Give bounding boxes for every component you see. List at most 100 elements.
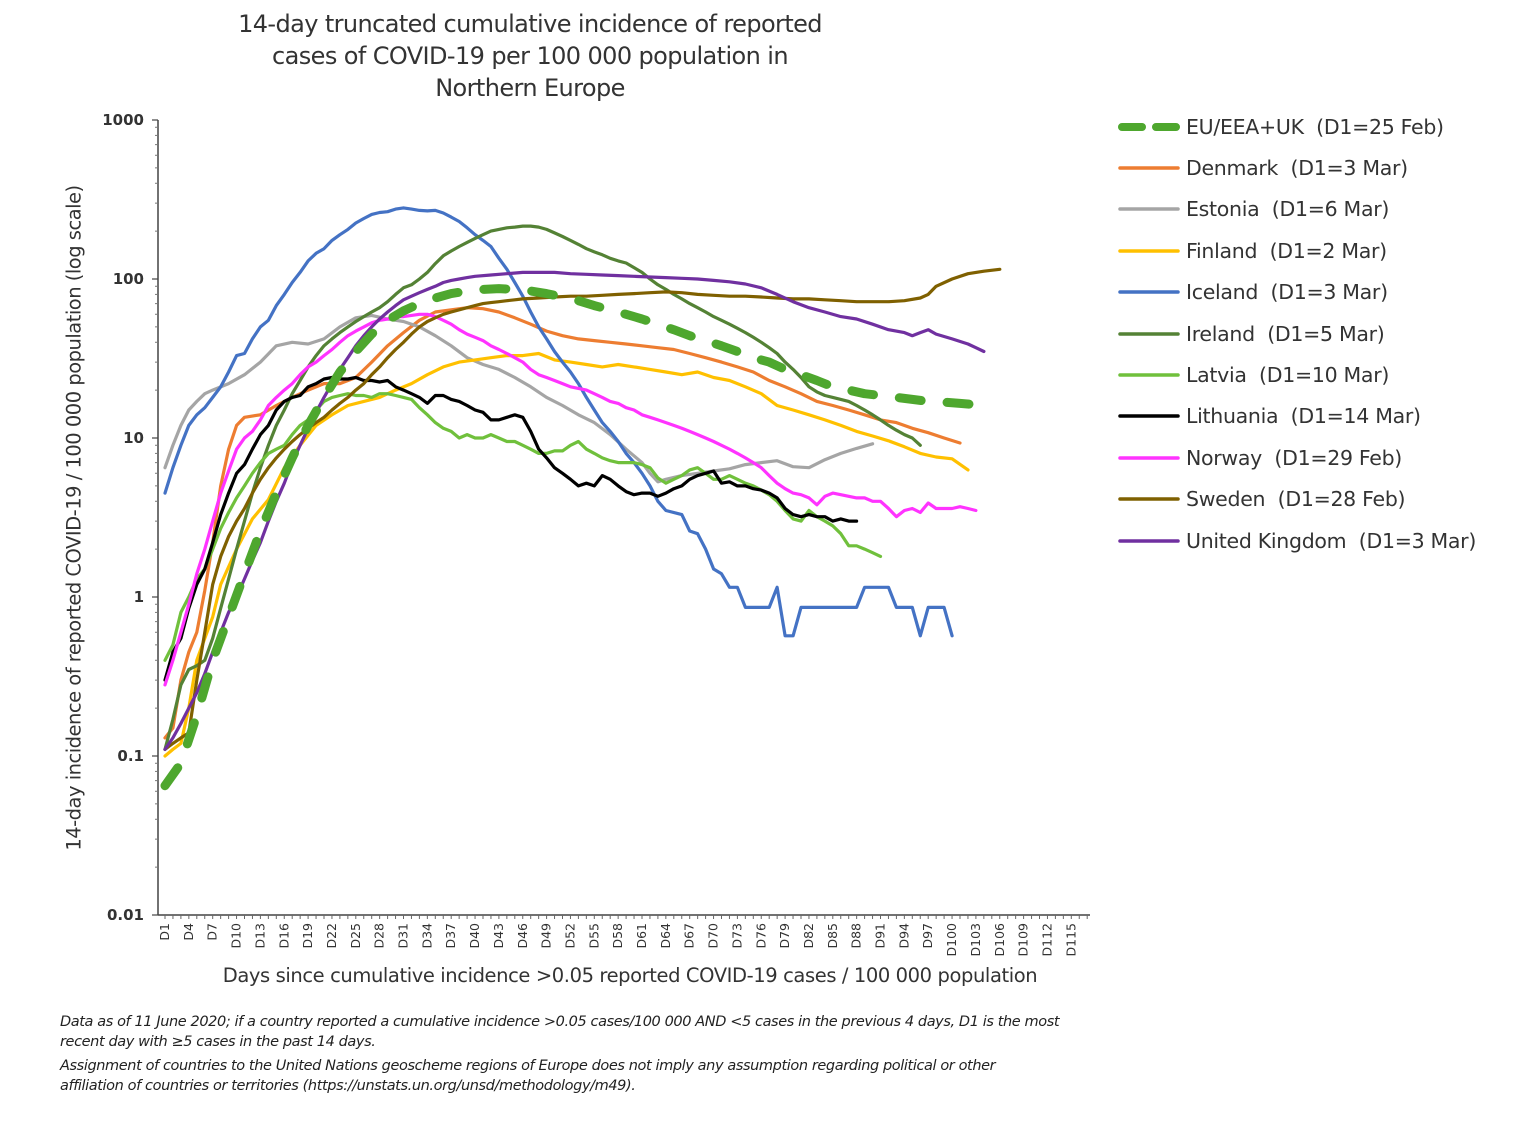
x-tick-label: D115 (1063, 923, 1078, 956)
x-tick-label: D79 (777, 923, 792, 949)
x-tick-label: D94 (896, 923, 911, 949)
legend-swatch (1118, 166, 1180, 170)
x-tick-label: D61 (634, 923, 649, 949)
series-line-denmark (163, 306, 962, 740)
y-tick-label: 1000 (102, 111, 144, 129)
x-tick-label: D73 (729, 923, 744, 949)
series-line-estonia (163, 313, 875, 484)
chart-title-line: 14-day truncated cumulative incidence of… (238, 10, 822, 38)
x-tick-label: D103 (968, 923, 983, 956)
legend-label: Denmark (D1=3 Mar) (1186, 156, 1408, 181)
series-line-norway (163, 312, 978, 687)
legend-label: United Kingdom (D1=3 Mar) (1186, 528, 1477, 553)
footnote-data-date: Data as of 11 June 2020; if a country re… (60, 1014, 1060, 1050)
legend-item-eu-eea-uk: EU/EEA+UK (D1=25 Feb) (1118, 106, 1476, 147)
legend-label: Norway (D1=29 Feb) (1186, 445, 1402, 470)
y-axis-title-container: 14-day incidence of reported COVID-19 / … (56, 120, 92, 915)
x-tick-label: D97 (920, 923, 935, 949)
footnote-geoscheme: Assignment of countries to the United Na… (60, 1058, 996, 1094)
y-tick-label: 0.1 (117, 747, 144, 765)
legend-label: Latvia (D1=10 Mar) (1186, 363, 1390, 388)
legend-label: Ireland (D1=5 Mar) (1186, 321, 1385, 346)
x-tick-label: D31 (396, 923, 411, 949)
legend-item-lithuania: Lithuania (D1=14 Mar) (1118, 396, 1476, 437)
legend-swatch (1118, 331, 1180, 336)
x-tick-label: D88 (849, 923, 864, 949)
y-tick-label: 0.01 (107, 906, 144, 924)
x-tick-label: D22 (324, 923, 339, 949)
x-tick-label: D109 (1016, 923, 1031, 957)
x-tick-label: D4 (181, 923, 196, 941)
series-line-iceland (163, 206, 954, 638)
legend-swatch (1118, 122, 1180, 131)
legend-label: Lithuania (D1=14 Mar) (1186, 404, 1421, 429)
chart-title: 14-day truncated cumulative incidence of… (190, 8, 870, 104)
legend-item-denmark: Denmark (D1=3 Mar) (1118, 147, 1476, 188)
series-layer (160, 206, 1002, 791)
x-tick-label: D25 (348, 923, 363, 949)
x-tick-label: D100 (944, 923, 959, 957)
y-tick-label: 100 (113, 270, 144, 288)
x-tick-label: D1 (157, 923, 172, 941)
x-axis-title: Days since cumulative incidence >0.05 re… (222, 964, 1038, 987)
legend-item-norway: Norway (D1=29 Feb) (1118, 437, 1476, 478)
x-tick-label: D112 (1039, 923, 1054, 956)
legend-swatch (1118, 414, 1180, 419)
x-tick-label: D58 (610, 923, 625, 949)
x-tick-label: D76 (753, 923, 768, 949)
x-tick-label: D37 (443, 923, 458, 949)
series-line-eu-eea-uk (160, 284, 997, 791)
x-tick-label: D106 (992, 923, 1007, 957)
x-tick-label: D82 (801, 923, 816, 949)
chart-title-line: Northern Europe (435, 74, 625, 102)
legend: EU/EEA+UK (D1=25 Feb) Denmark (D1=3 Mar) E… (1118, 106, 1476, 561)
legend-swatch (1118, 290, 1180, 294)
legend-swatch (1118, 497, 1180, 501)
legend-item-iceland: Iceland (D1=3 Mar) (1118, 272, 1476, 313)
x-tick-label: D46 (515, 923, 530, 949)
y-axis-title: 14-day incidence of reported COVID-19 / … (62, 184, 86, 851)
legend-swatch (1118, 207, 1180, 212)
x-tick-label: D91 (873, 923, 888, 949)
series-line-sweden (163, 267, 1002, 751)
series-line-finland (163, 351, 970, 758)
x-tick-label: D40 (467, 923, 482, 949)
x-tick-label: D55 (586, 923, 601, 949)
x-tick-label: D67 (682, 923, 697, 949)
x-tick-label: D10 (229, 923, 244, 949)
x-tick-label: D19 (300, 923, 315, 949)
x-tick-label: D43 (491, 923, 506, 949)
x-tick-label: D34 (419, 923, 434, 949)
x-tick-label: D13 (252, 923, 267, 949)
legend-swatch (1118, 538, 1180, 543)
x-tick-label: D7 (205, 923, 220, 941)
series-line-lithuania (163, 375, 859, 682)
x-tick-label: D64 (658, 923, 673, 949)
x-tick-label: D52 (562, 923, 577, 949)
legend-label: Estonia (D1=6 Mar) (1186, 197, 1390, 222)
y-tick-label: 1 (134, 588, 144, 606)
footnotes: Data as of 11 June 2020; if a country re… (60, 1012, 1060, 1100)
x-tick-label: D70 (706, 923, 721, 949)
legend-swatch (1118, 373, 1180, 377)
legend-swatch (1118, 456, 1180, 460)
x-tick-label: D16 (276, 923, 291, 949)
legend-item-estonia: Estonia (D1=6 Mar) (1118, 189, 1476, 230)
legend-label: EU/EEA+UK (D1=25 Feb) (1186, 114, 1444, 139)
legend-item-ireland: Ireland (D1=5 Mar) (1118, 313, 1476, 354)
legend-label: Sweden (D1=28 Feb) (1186, 487, 1406, 512)
legend-item-finland: Finland (D1=2 Mar) (1118, 230, 1476, 271)
legend-item-latvia: Latvia (D1=10 Mar) (1118, 354, 1476, 395)
series-line-united-kingdom (163, 270, 986, 751)
legend-label: Iceland (D1=3 Mar) (1186, 280, 1388, 305)
legend-label: Finland (D1=2 Mar) (1186, 238, 1387, 263)
legend-item-united-kingdom: United Kingdom (D1=3 Mar) (1118, 520, 1476, 561)
x-tick-label: D49 (539, 923, 554, 949)
x-tick-label: D28 (372, 923, 387, 949)
legend-item-sweden: Sweden (D1=28 Feb) (1118, 479, 1476, 520)
y-tick-label: 10 (123, 429, 144, 447)
legend-swatch (1118, 249, 1180, 253)
axes: 1000 100 10 1 0.1 0.01 D1 D4 D7 D10 D13 D16 D19 D22 D2… (102, 111, 1090, 956)
chart-title-line: cases of COVID-19 per 100 000 population… (272, 42, 788, 70)
